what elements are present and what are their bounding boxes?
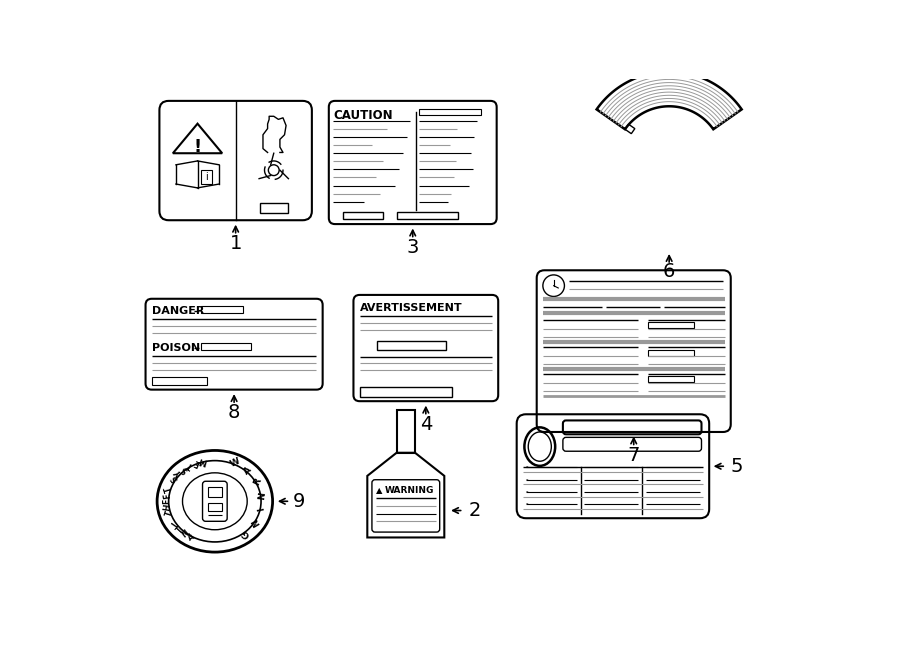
Text: 5: 5 xyxy=(731,457,743,476)
Text: 2: 2 xyxy=(469,501,482,520)
Text: T: T xyxy=(164,510,175,518)
Text: -: - xyxy=(526,500,528,506)
Text: -: - xyxy=(526,488,528,494)
Text: T: T xyxy=(164,485,174,493)
Text: T: T xyxy=(185,460,194,471)
Text: -: - xyxy=(526,476,528,482)
Text: Y: Y xyxy=(175,468,184,478)
Text: 9: 9 xyxy=(292,492,305,511)
Text: G: G xyxy=(240,527,252,539)
Bar xyxy=(397,212,458,219)
Bar xyxy=(397,410,415,453)
Text: 6: 6 xyxy=(663,262,675,282)
Bar xyxy=(648,322,694,328)
Text: W: W xyxy=(229,457,241,469)
Text: E: E xyxy=(193,457,201,467)
Text: ▲: ▲ xyxy=(376,486,382,495)
Bar xyxy=(208,487,221,496)
Text: N: N xyxy=(257,491,267,500)
Text: 1: 1 xyxy=(230,234,242,253)
Text: S: S xyxy=(179,463,189,474)
Text: S: S xyxy=(170,473,180,483)
Bar xyxy=(208,503,221,510)
Text: !: ! xyxy=(194,138,202,156)
Text: R: R xyxy=(252,477,263,487)
Text: i: i xyxy=(205,172,208,182)
Text: CAUTION: CAUTION xyxy=(333,108,393,122)
Text: N: N xyxy=(180,529,191,540)
Text: I: I xyxy=(257,507,266,512)
Text: DANGER: DANGER xyxy=(152,307,204,317)
Text: N: N xyxy=(250,517,262,528)
Bar xyxy=(418,108,481,115)
Bar xyxy=(376,341,446,350)
Text: 7: 7 xyxy=(627,446,640,465)
Text: AVERTISSEMENT: AVERTISSEMENT xyxy=(360,303,463,313)
Bar xyxy=(201,307,243,313)
Text: M: M xyxy=(198,455,208,466)
Text: E: E xyxy=(163,499,172,504)
Text: T: T xyxy=(175,525,185,535)
Bar xyxy=(202,170,212,184)
Bar xyxy=(152,377,207,385)
Text: A: A xyxy=(242,465,254,477)
Bar xyxy=(343,212,382,219)
Bar xyxy=(648,375,694,382)
Text: H: H xyxy=(163,504,173,512)
Text: -: - xyxy=(526,463,528,469)
Text: 3: 3 xyxy=(407,238,418,256)
Text: 4: 4 xyxy=(419,415,432,434)
Bar xyxy=(201,344,251,350)
Text: 8: 8 xyxy=(228,403,240,422)
Bar xyxy=(360,387,452,397)
Text: A: A xyxy=(186,532,195,543)
Bar xyxy=(260,204,288,213)
Bar xyxy=(648,350,694,356)
Text: WARNING: WARNING xyxy=(385,486,435,495)
Text: I: I xyxy=(171,522,180,529)
Text: F: F xyxy=(163,492,172,498)
Text: POISON: POISON xyxy=(152,344,200,354)
